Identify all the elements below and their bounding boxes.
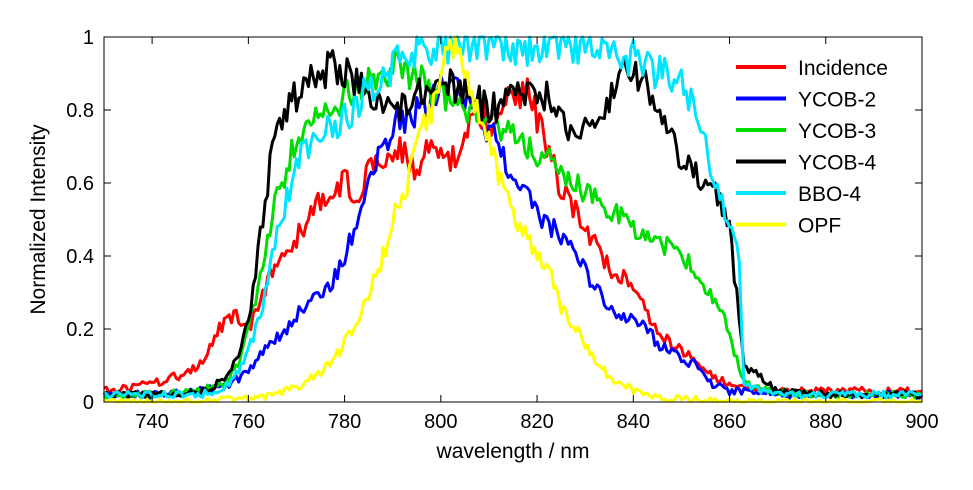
legend: Incidence YCOB-2 YCOB-3 YCOB-4 BBO-4 OPF	[736, 57, 888, 238]
x-tick-label: 840	[617, 411, 650, 433]
ticks-layer: 740 760 780 800 820 840 860 880 900 0 0.2 0.4 0.6 0.8…	[66, 27, 939, 433]
x-tick-label: 820	[520, 411, 553, 433]
y-tick-label: 0.6	[66, 173, 94, 195]
legend-label: Incidence	[798, 57, 888, 80]
x-tick-label: 800	[424, 411, 457, 433]
x-tick-label: 860	[713, 411, 746, 433]
series-line-ycob-4	[103, 49, 924, 400]
legend-label: YCOB-3	[798, 120, 876, 143]
x-tick-label: 900	[905, 411, 938, 433]
y-tick-label: 1	[83, 27, 94, 49]
legend-label: YCOB-4	[798, 152, 877, 175]
x-tick-label: 740	[135, 411, 168, 433]
x-axis-label: wavelength / nm	[436, 440, 590, 463]
y-axis-label: Normalized Intensity	[27, 124, 50, 315]
y-tick-label: 0.8	[66, 100, 94, 122]
series-layer	[102, 35, 924, 404]
x-tick-label: 780	[328, 411, 361, 433]
x-tick-label: 760	[232, 411, 265, 433]
y-tick-label: 0.2	[66, 319, 94, 341]
legend-label: BBO-4	[798, 183, 861, 206]
plot-frame	[103, 36, 923, 403]
series-line-opf	[103, 35, 923, 404]
y-tick-label: 0.4	[66, 246, 94, 268]
legend-label: OPF	[798, 215, 841, 238]
x-tick-label: 880	[809, 411, 842, 433]
y-tick-label: 0	[83, 392, 94, 414]
series-line-bbo-4	[103, 35, 923, 400]
legend-label: YCOB-2	[798, 89, 876, 112]
